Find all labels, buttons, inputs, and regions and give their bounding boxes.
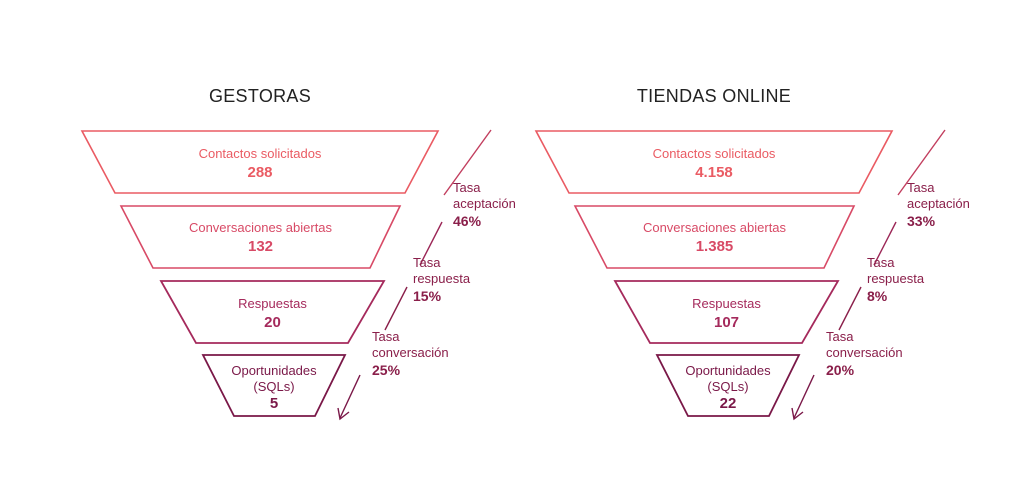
rate-value: 20% bbox=[826, 361, 855, 378]
rate-label-line1: Tasa bbox=[826, 329, 854, 344]
arrow-segment-2 bbox=[873, 221, 897, 266]
rate-conversacion: Tasa conversación 20% bbox=[826, 329, 903, 379]
rate-label-line2: aceptación bbox=[907, 196, 970, 212]
stage-2-trapezoid bbox=[573, 205, 856, 269]
stage-1-trapezoid bbox=[534, 130, 894, 194]
rate-aceptacion: Tasa aceptación 33% bbox=[907, 180, 970, 230]
stage-value: 22 bbox=[719, 395, 737, 413]
stage-label: Respuestas bbox=[238, 296, 307, 311]
rate-label-line2: respuesta bbox=[413, 271, 471, 287]
arrow-head-icon bbox=[337, 407, 350, 421]
stage-label-line2: (SQLs) bbox=[707, 378, 749, 394]
rate-value: 15% bbox=[413, 287, 442, 304]
stage-respuestas: Respuestas 20 bbox=[161, 296, 384, 332]
rate-label-line1: Tasa bbox=[372, 329, 400, 344]
rate-label-line1: Tasa bbox=[453, 180, 481, 195]
stage-1-trapezoid bbox=[80, 130, 440, 194]
funnel-shapes bbox=[80, 129, 492, 421]
stage-label: Conversaciones abiertas bbox=[188, 220, 333, 235]
rate-label-line1: Tasa bbox=[907, 180, 935, 195]
arrow-segment-4 bbox=[793, 374, 815, 419]
stage-oportunidades: Oportunidades (SQLs) 5 bbox=[203, 363, 345, 413]
stage-label: Respuestas bbox=[692, 296, 761, 311]
stage-3-trapezoid bbox=[613, 280, 840, 344]
stage-4-trapezoid bbox=[655, 354, 801, 417]
funnel-shapes bbox=[534, 129, 946, 421]
stage-conversaciones: Conversaciones abiertas 1.385 bbox=[575, 220, 854, 256]
stage-respuestas: Respuestas 107 bbox=[615, 296, 838, 332]
arrow-segment-3 bbox=[384, 286, 408, 331]
stage-value: 5 bbox=[269, 395, 279, 413]
stage-label-line1: Oportunidades bbox=[231, 363, 317, 378]
stage-oportunidades: Oportunidades (SQLs) 22 bbox=[657, 363, 799, 413]
stage-value: 1.385 bbox=[695, 237, 734, 255]
rate-label-line1: Tasa bbox=[413, 255, 441, 270]
stage-label-line1: Oportunidades bbox=[685, 363, 771, 378]
rate-value: 46% bbox=[453, 212, 482, 229]
stage-label: Conversaciones abiertas bbox=[642, 220, 787, 235]
arrow-segment-1 bbox=[443, 129, 492, 196]
funnel-tiendas-online: TIENDAS ONLINE Contactos solicitados 4.1… bbox=[454, 0, 1024, 485]
stage-value: 288 bbox=[247, 163, 273, 181]
rate-respuesta: Tasa respuesta 8% bbox=[867, 255, 924, 305]
arrow-segment-2 bbox=[419, 221, 443, 266]
stage-label-line2: (SQLs) bbox=[253, 378, 295, 394]
rate-label-line2: respuesta bbox=[867, 271, 925, 287]
arrow-segment-3 bbox=[838, 286, 862, 331]
rate-label-line2: conversación bbox=[826, 345, 903, 361]
rate-conversacion: Tasa conversación 25% bbox=[372, 329, 449, 379]
stage-2-trapezoid bbox=[119, 205, 402, 269]
rate-label-line2: conversación bbox=[372, 345, 449, 361]
rate-value: 25% bbox=[372, 361, 401, 378]
rate-aceptacion: Tasa aceptación 46% bbox=[453, 180, 516, 230]
stage-4-trapezoid bbox=[201, 354, 347, 417]
rate-respuesta: Tasa respuesta 15% bbox=[413, 255, 470, 305]
arrow-segment-4 bbox=[339, 374, 361, 419]
funnel-title: TIENDAS ONLINE bbox=[636, 86, 792, 106]
rate-label-line2: aceptación bbox=[453, 196, 516, 212]
stage-3-trapezoid bbox=[159, 280, 386, 344]
rate-label-line1: Tasa bbox=[867, 255, 895, 270]
funnel-title: GESTORAS bbox=[208, 86, 312, 106]
stage-label: Contactos solicitados bbox=[652, 146, 776, 161]
stage-contactos: Contactos solicitados 4.158 bbox=[569, 146, 859, 182]
rate-value: 33% bbox=[907, 212, 936, 229]
stage-value: 20 bbox=[264, 313, 281, 331]
arrow-segment-1 bbox=[897, 129, 946, 196]
stage-value: 4.158 bbox=[695, 163, 733, 181]
stage-contactos: Contactos solicitados 288 bbox=[115, 146, 405, 182]
funnel-gestoras: GESTORAS Contactos solicitados 288 Conve… bbox=[80, 86, 516, 421]
stage-value: 132 bbox=[247, 237, 274, 255]
stage-label: Contactos solicitados bbox=[198, 146, 322, 161]
stage-value: 107 bbox=[713, 313, 740, 331]
arrow-head-icon bbox=[791, 407, 804, 421]
stage-conversaciones: Conversaciones abiertas 132 bbox=[121, 220, 400, 256]
rate-value: 8% bbox=[867, 287, 888, 304]
